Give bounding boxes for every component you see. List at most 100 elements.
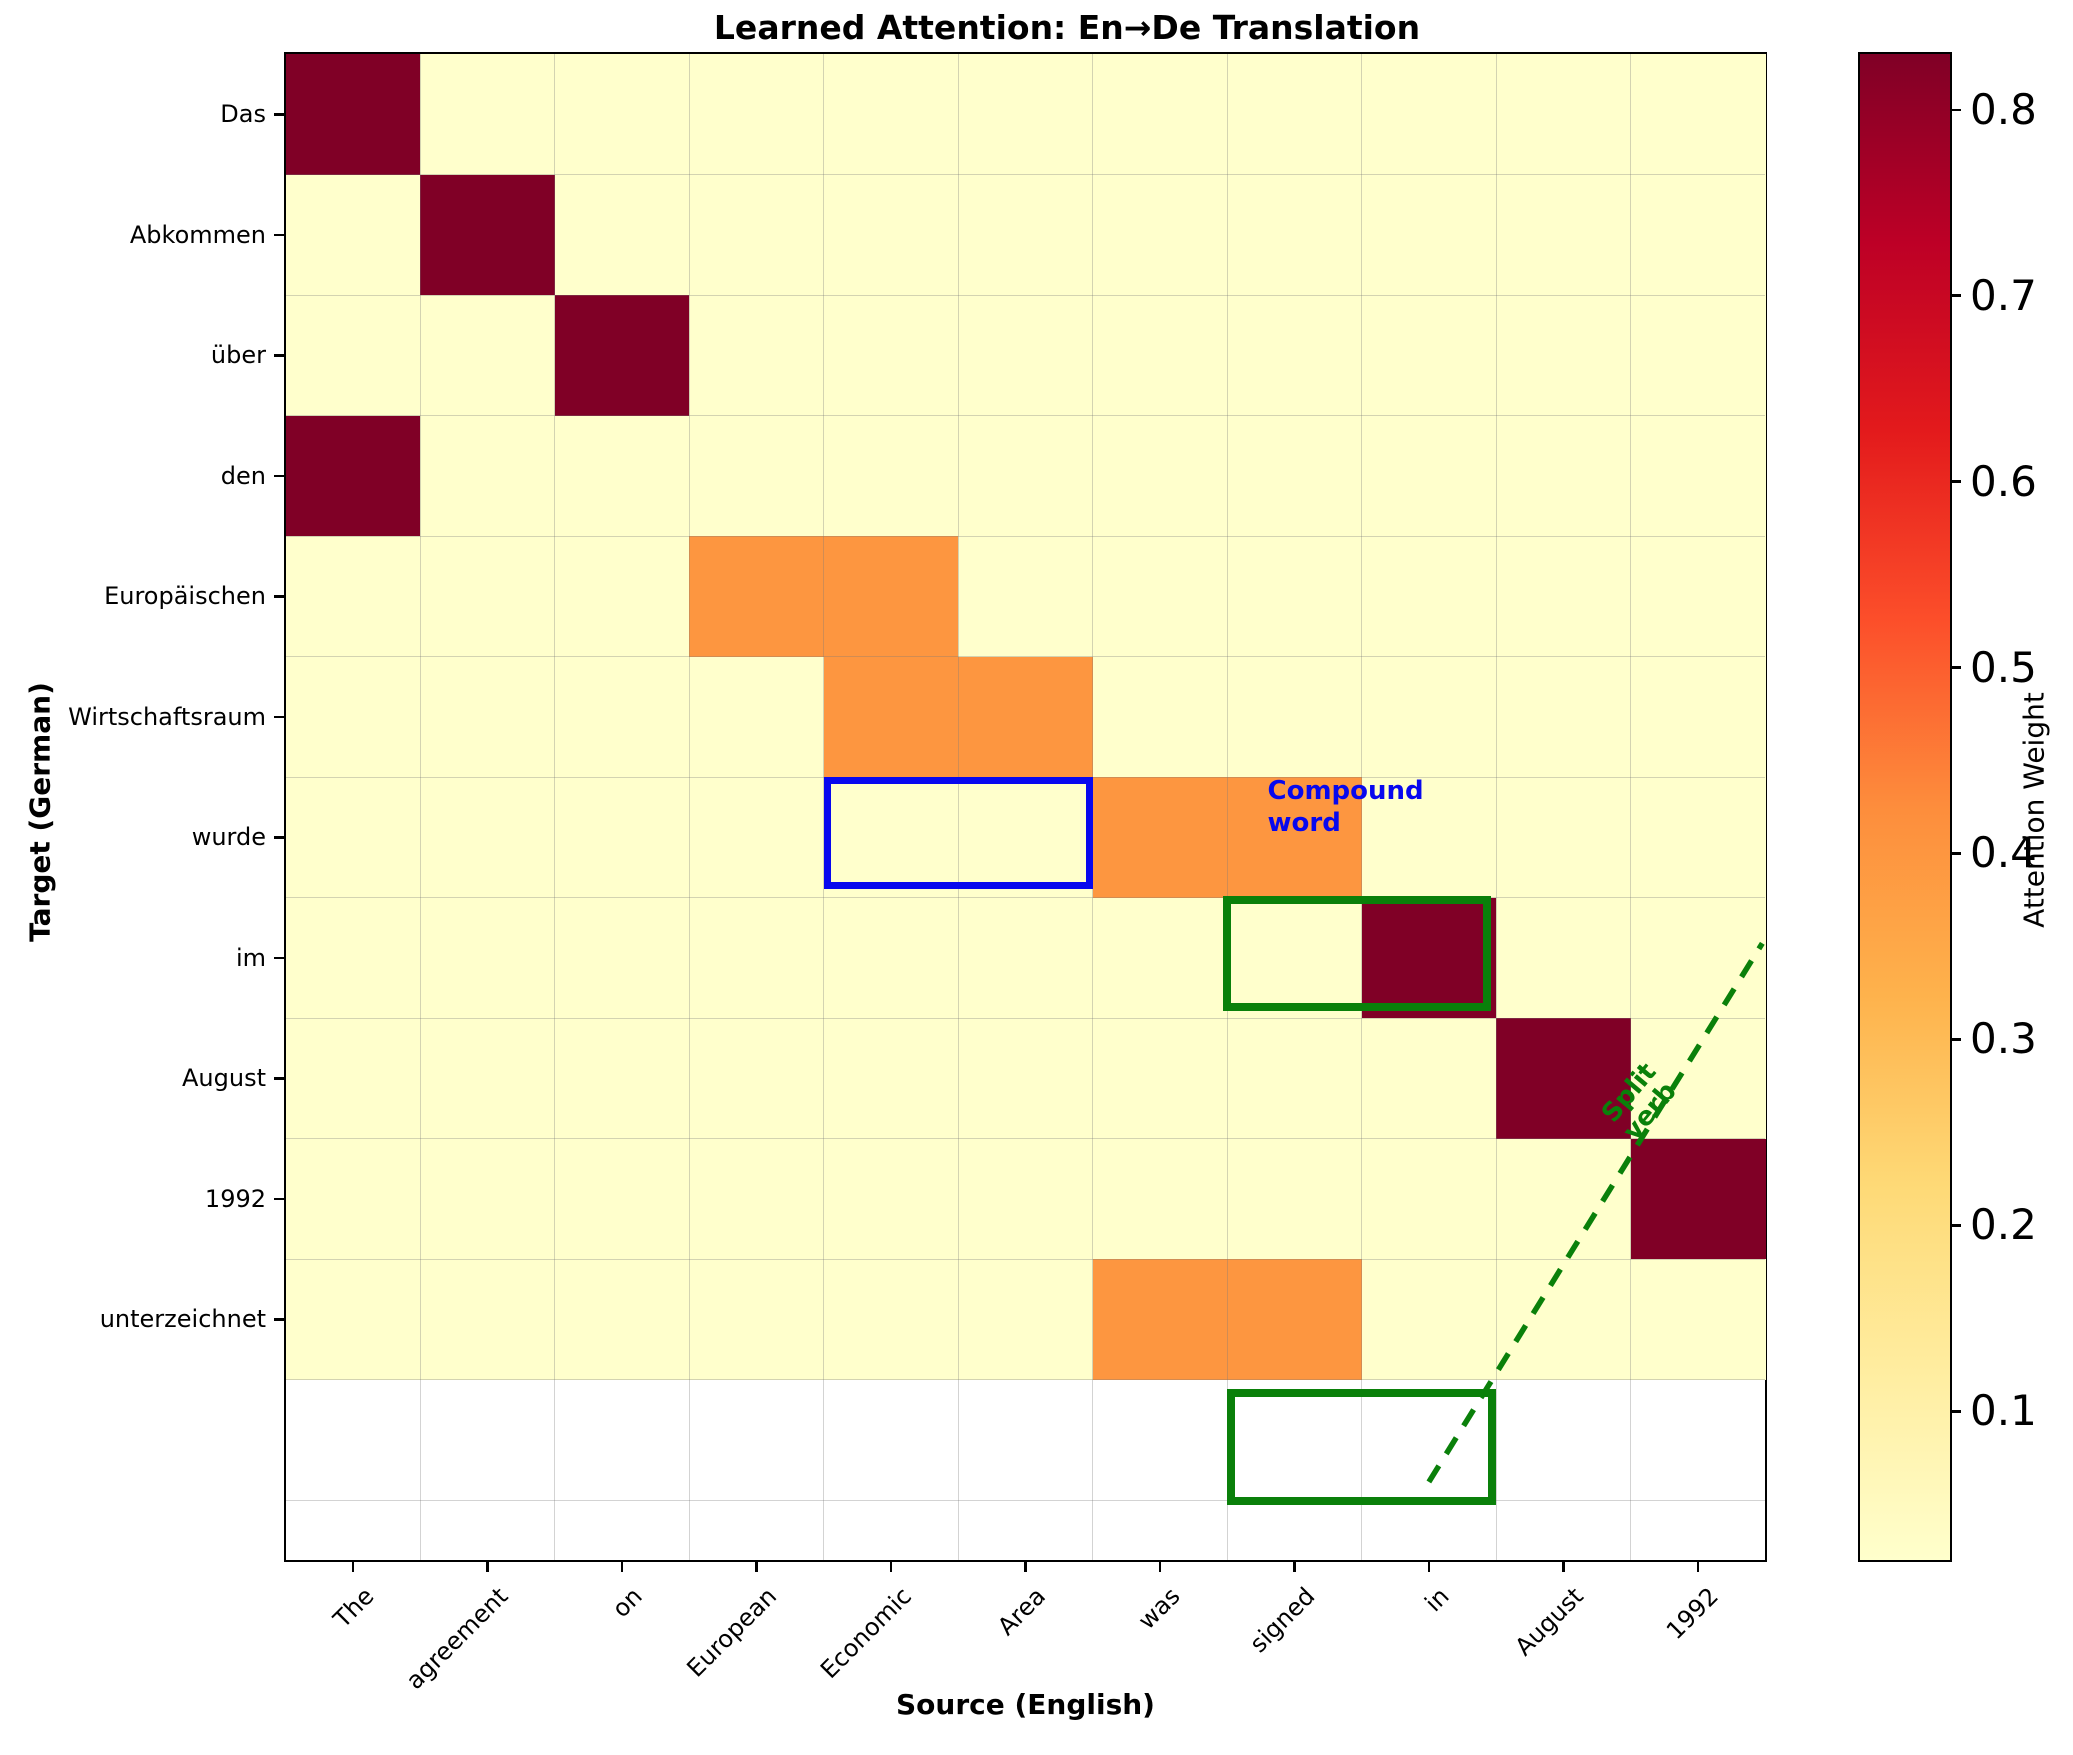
heatmap-cell xyxy=(420,1259,556,1381)
heatmap-cell xyxy=(420,415,556,537)
x-tick-mark xyxy=(755,1562,758,1572)
gridline-vertical xyxy=(688,54,690,1560)
x-tick-label: Area xyxy=(992,1582,1052,1641)
y-tick-label: im xyxy=(235,943,266,972)
heatmap-cell xyxy=(420,1018,556,1140)
heatmap-cell xyxy=(958,656,1094,778)
heatmap-cell xyxy=(689,415,825,537)
heatmap-cell xyxy=(823,777,959,899)
heatmap-cell xyxy=(1496,777,1632,899)
heatmap-cell xyxy=(554,295,691,417)
colorbar-tick-mark xyxy=(1950,480,1961,483)
heatmap-cell xyxy=(1227,415,1363,537)
gridline-horizontal xyxy=(286,1017,1765,1019)
heatmap-cell xyxy=(1630,656,1766,778)
heatmap-cell xyxy=(1630,295,1766,417)
heatmap-cell xyxy=(823,656,959,778)
colorbar-tick-label: 0.7 xyxy=(1970,270,2037,320)
split-verb-rect-lower xyxy=(1227,1389,1497,1505)
heatmap-cell xyxy=(1630,777,1766,899)
heatmap-cell xyxy=(1630,174,1766,296)
colorbar-tick-label: 0.3 xyxy=(1970,1014,2037,1064)
colorbar-tick-label: 0.1 xyxy=(1970,1386,2037,1436)
y-tick-label: den xyxy=(220,461,266,490)
heatmap-cell xyxy=(554,415,691,537)
heatmap-cell xyxy=(554,777,691,899)
y-tick-label: wurde xyxy=(191,823,266,852)
heatmap-cell xyxy=(286,174,422,296)
heatmap-cell xyxy=(1361,415,1497,537)
gridline-vertical xyxy=(1630,54,1632,1560)
heatmap-cell xyxy=(689,897,825,1019)
heatmap-cell xyxy=(823,1259,959,1381)
gridline-horizontal xyxy=(286,656,1765,657)
x-tick-mark xyxy=(1562,1562,1565,1572)
heatmap-cell xyxy=(1630,1259,1766,1381)
gridline-horizontal xyxy=(286,1499,1765,1501)
heatmap-cell xyxy=(958,295,1094,417)
chart-title: Learned Attention: En→De Translation xyxy=(713,8,1421,47)
heatmap-cell xyxy=(1361,174,1497,296)
heatmap-cell xyxy=(1496,54,1632,176)
heatmap-cell xyxy=(689,536,825,658)
heatmap-cell xyxy=(689,295,825,417)
gridline-vertical xyxy=(957,54,959,1560)
heatmap-cell xyxy=(286,1138,422,1260)
heatmap-cell xyxy=(554,656,691,778)
heatmap-cell xyxy=(1496,897,1632,1019)
y-tick-mark xyxy=(274,836,284,839)
heatmap-cell xyxy=(1630,1138,1766,1260)
heatmap-cell xyxy=(554,1259,691,1381)
heatmap-cell xyxy=(420,174,556,296)
heatmap-cell xyxy=(420,54,556,176)
x-tick-label: agreement xyxy=(400,1582,514,1695)
gridline-horizontal xyxy=(286,897,1765,898)
x-tick-mark xyxy=(1427,1562,1431,1572)
colorbar-tick-mark xyxy=(1950,294,1961,297)
heatmap-cell xyxy=(1496,536,1632,658)
x-tick-label: was xyxy=(1132,1582,1186,1635)
colorbar-tick-label: 0.4 xyxy=(1970,828,2037,878)
y-tick-mark xyxy=(274,1077,284,1080)
heatmap-cell xyxy=(1092,1018,1228,1140)
heatmap-cell xyxy=(689,1138,825,1260)
x-tick-mark xyxy=(1293,1562,1296,1572)
heatmap-cell xyxy=(1496,1259,1632,1381)
heatmap-plot xyxy=(284,52,1767,1562)
colorbar-tick-mark xyxy=(1950,666,1961,669)
y-tick-mark xyxy=(274,595,284,598)
heatmap-cell xyxy=(286,295,422,417)
gridline-vertical xyxy=(1226,54,1228,1560)
heatmap-cell xyxy=(958,1018,1094,1140)
heatmap-cell xyxy=(689,1259,825,1381)
y-tick-mark xyxy=(274,1318,284,1321)
heatmap-cell xyxy=(689,1018,825,1140)
compound-word-line2: word xyxy=(1267,808,1341,839)
colorbar-tick-label: 0.8 xyxy=(1970,84,2037,134)
gridline-vertical xyxy=(1495,54,1497,1560)
x-tick-mark xyxy=(351,1562,355,1572)
colorbar-tick-mark xyxy=(1950,1038,1961,1041)
heatmap-cell xyxy=(1092,656,1228,778)
y-tick-mark xyxy=(274,474,284,477)
x-tick-mark xyxy=(1024,1562,1027,1572)
heatmap-cell xyxy=(1630,415,1766,537)
compound-word-line1: Compound xyxy=(1267,775,1424,806)
colorbar-tick-label: 0.2 xyxy=(1970,1200,2037,1250)
heatmap-cell xyxy=(1496,174,1632,296)
x-tick-mark xyxy=(889,1562,893,1572)
heatmap-cell xyxy=(1092,174,1228,296)
gridline-horizontal xyxy=(286,1258,1765,1260)
heatmap-cell xyxy=(823,415,959,537)
y-tick-label: 1992 xyxy=(204,1184,266,1213)
colorbar-tick-mark xyxy=(1950,1410,1961,1413)
heatmap-cell xyxy=(1092,1259,1228,1381)
x-tick-label: Economic xyxy=(814,1582,917,1684)
heatmap-cell xyxy=(286,656,422,778)
heatmap-cell xyxy=(823,536,959,658)
heatmap-cell xyxy=(1361,1018,1497,1140)
heatmap-cell xyxy=(958,777,1094,899)
colorbar xyxy=(1858,52,1952,1562)
heatmap-cell xyxy=(554,1138,691,1260)
